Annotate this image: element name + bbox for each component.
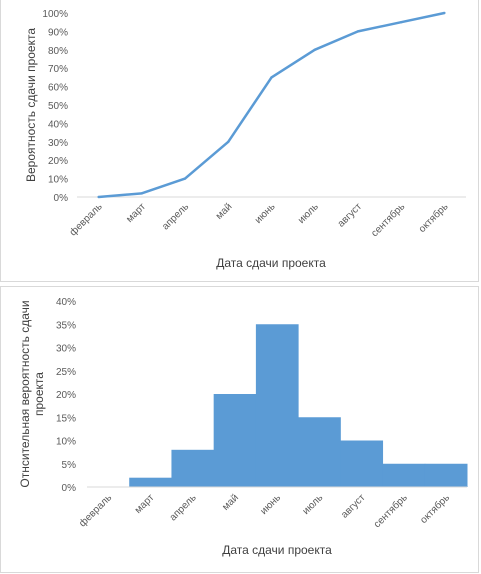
step-area-chart-svg: 0% 5% 10% 15% 20% 25% 30% 35% 40% февраль март апре… bbox=[18, 297, 468, 557]
y-tick-label: 10% bbox=[48, 175, 68, 186]
data-point bbox=[270, 76, 273, 79]
x-axis-title: Дата сдачи проекта bbox=[222, 543, 332, 557]
area-step bbox=[171, 449, 215, 487]
x-tick-label: сентябрь bbox=[371, 492, 410, 531]
x-tick-label: апрель bbox=[168, 492, 199, 523]
y-tick-label: 10% bbox=[56, 437, 76, 448]
data-point bbox=[443, 11, 446, 15]
area-step bbox=[298, 417, 341, 487]
x-tick-label: июнь bbox=[253, 201, 278, 226]
y-tick-label: 70% bbox=[48, 64, 68, 75]
x-tick-label: апрель bbox=[160, 201, 191, 232]
y-tick-label: 60% bbox=[48, 83, 68, 94]
x-tick-label: март bbox=[124, 201, 148, 225]
x-tick-label: июль bbox=[301, 492, 326, 517]
data-point bbox=[97, 195, 100, 199]
data-point bbox=[313, 48, 316, 51]
y-axis-title: Отнсительная вероятность сдачипроекта bbox=[18, 300, 46, 487]
x-tick-label: февраль bbox=[67, 201, 105, 239]
x-tick-label: октябрь bbox=[418, 492, 452, 526]
y-tick-label: 20% bbox=[48, 156, 68, 167]
x-tick-label: июль bbox=[296, 201, 321, 226]
y-axis-title: Вероятность сдачи проекта bbox=[24, 28, 38, 182]
y-tick-label: 35% bbox=[56, 320, 76, 331]
y-tick-label: 0% bbox=[62, 483, 77, 494]
cumulative-probability-chart: 0% 10% 20% 30% 40% 50% 60% 70% 80% 90% 100% февраль… bbox=[0, 0, 479, 282]
x-tick-label: март bbox=[133, 492, 157, 516]
x-tick-label: май bbox=[220, 492, 241, 513]
y-tick-label: 20% bbox=[56, 390, 76, 401]
y-tick-label: 15% bbox=[56, 413, 76, 424]
data-point bbox=[183, 177, 187, 180]
line-chart-svg: 0% 10% 20% 30% 40% 50% 60% 70% 80% 90% 100% февраль… bbox=[24, 9, 466, 270]
x-tick-label: август bbox=[336, 201, 365, 230]
x-axis-title: Дата сдачи проекта bbox=[216, 256, 326, 270]
y-tick-label: 80% bbox=[48, 46, 68, 57]
data-point bbox=[399, 21, 403, 24]
y-tick-label: 40% bbox=[48, 119, 68, 130]
series-line bbox=[98, 11, 445, 199]
x-tick-label: февраль bbox=[77, 492, 115, 530]
y-tick-label: 50% bbox=[48, 101, 68, 112]
data-point bbox=[356, 30, 360, 33]
area-step bbox=[255, 324, 299, 487]
y-tick-label: 0% bbox=[54, 193, 69, 204]
relative-probability-chart: 0% 5% 10% 15% 20% 25% 30% 35% 40% февраль март апре… bbox=[0, 286, 479, 573]
y-tick-label: 30% bbox=[48, 138, 68, 149]
area-step bbox=[129, 477, 172, 487]
data-point bbox=[140, 192, 144, 195]
x-tick-label: август bbox=[339, 492, 368, 521]
y-tick-label: 25% bbox=[56, 367, 76, 378]
y-tick-label: 100% bbox=[42, 9, 68, 20]
y-tick-label: 30% bbox=[56, 344, 76, 355]
y-tick-label: 90% bbox=[48, 27, 68, 38]
x-tick-label: октябрь bbox=[416, 201, 450, 235]
area-step bbox=[340, 440, 384, 487]
y-tick-label: 40% bbox=[56, 297, 76, 308]
area-step bbox=[382, 463, 426, 487]
y-tick-label: 5% bbox=[62, 460, 77, 471]
x-tick-label: июнь bbox=[258, 492, 283, 517]
x-tick-label: сентябрь bbox=[369, 201, 408, 240]
data-point bbox=[227, 140, 230, 143]
x-tick-label: май bbox=[214, 201, 235, 222]
area-step bbox=[213, 394, 257, 487]
area-step bbox=[424, 463, 468, 487]
